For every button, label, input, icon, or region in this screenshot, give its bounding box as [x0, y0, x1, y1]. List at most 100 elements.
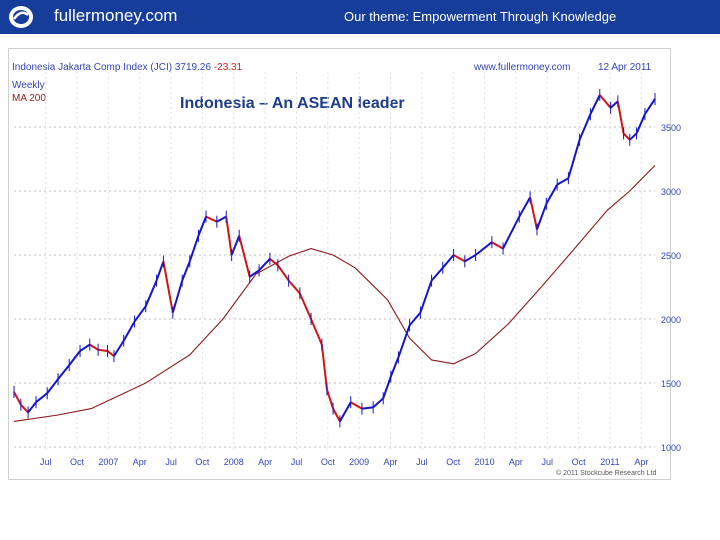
price-segment [310, 318, 323, 345]
y-tick-label: 1000 [661, 443, 681, 453]
change-value: -23.31 [213, 62, 243, 73]
price-segment [46, 378, 59, 394]
price-segment [419, 280, 433, 313]
price-segment [181, 261, 191, 281]
price-segment [277, 264, 290, 282]
x-tick-label: Oct [446, 457, 461, 467]
y-tick-label: 1500 [661, 379, 681, 389]
price-segment [453, 254, 466, 263]
price-segment [382, 376, 392, 399]
price-segment [113, 340, 125, 357]
ma-200-line [13, 165, 656, 422]
price-segment [27, 401, 37, 414]
price-segment [545, 184, 559, 205]
date-label: 12 Apr 2011 [598, 62, 652, 73]
price-segment [556, 177, 569, 186]
price-segment [20, 404, 29, 414]
x-tick-label: Apr [384, 457, 398, 467]
price-segment [529, 197, 538, 230]
price-segment [216, 215, 227, 223]
price-segment [372, 397, 384, 409]
price-segment [408, 311, 422, 327]
copyright: © 2011 Stockcube Research Ltd [556, 470, 657, 477]
period-label: Weekly [12, 80, 45, 91]
price-segment [298, 292, 312, 320]
index-header: Indonesia Jakarta Comp Index (JCI) 3719.… [12, 62, 242, 73]
price-segment [361, 406, 374, 410]
price-segment [79, 343, 91, 352]
price-segment [89, 343, 99, 351]
price-segment [491, 241, 504, 250]
x-tick-label: 2011 [600, 457, 619, 467]
price-segment [578, 113, 592, 141]
y-tick-label: 3000 [661, 187, 681, 197]
price-segment [475, 241, 493, 256]
theme-tagline: Our theme: Empowerment Through Knowledge [344, 9, 617, 24]
price-segment [188, 235, 200, 262]
price-segment [635, 113, 646, 134]
price-segment [249, 269, 260, 278]
price-segment [57, 364, 71, 380]
price-segment [599, 94, 612, 109]
x-tick-label: Oct [321, 457, 336, 467]
ma-label: MA 200 [12, 93, 46, 104]
price-segment [332, 408, 341, 422]
x-tick-label: Apr [509, 457, 523, 467]
x-tick-label: 2007 [98, 457, 118, 467]
price-segment [389, 357, 400, 377]
x-tick-label: Oct [195, 457, 210, 467]
price-segment [339, 401, 352, 422]
price-segment [442, 254, 455, 269]
x-tick-label: Oct [572, 457, 587, 467]
x-tick-label: Jul [165, 457, 177, 467]
price-segment [502, 216, 521, 250]
y-tick-label: 3500 [661, 123, 681, 133]
x-tick-label: Oct [70, 457, 85, 467]
x-tick-label: Jul [40, 457, 52, 467]
y-tick-label: 2000 [661, 315, 681, 325]
price-segment [397, 325, 411, 358]
x-tick-label: Apr [133, 457, 147, 467]
price-segment [269, 258, 279, 267]
price-segment [155, 261, 165, 281]
price-segment [122, 321, 136, 342]
x-tick-label: Jul [291, 457, 303, 467]
price-segment [622, 132, 631, 141]
price-segment [320, 344, 328, 390]
price-segment [644, 98, 656, 115]
last-value: 3719.26 [174, 62, 212, 73]
price-segment [258, 258, 271, 272]
price-segment [609, 100, 619, 109]
price-segment [205, 215, 218, 223]
y-tick-label: 2500 [661, 251, 681, 261]
x-tick-label: Jul [542, 457, 554, 467]
price-segment [287, 279, 301, 295]
price-segment [350, 401, 363, 410]
price-segment [629, 132, 638, 141]
x-tick-label: 2010 [475, 457, 495, 467]
price-segment [171, 280, 184, 313]
price-segment [35, 392, 48, 403]
price-segment [230, 235, 241, 256]
price-segment [518, 196, 531, 218]
x-tick-label: Jul [416, 457, 428, 467]
price-segment [325, 389, 335, 409]
chart-title: Indonesia – An ASEAN leader [180, 95, 405, 112]
price-segment [430, 267, 444, 282]
website-label: www.fullermoney.com [474, 62, 571, 73]
price-segment [536, 203, 548, 230]
price-segment [616, 101, 625, 134]
price-segment [225, 216, 233, 256]
fullermoney-logo-icon [9, 6, 33, 28]
price-segment [68, 350, 81, 366]
price-segment [133, 305, 147, 323]
price-segment [144, 280, 158, 307]
price-segment [97, 348, 108, 352]
site-name: fullermoney.com [54, 6, 178, 25]
x-tick-label: Apr [634, 457, 648, 467]
price-segment [589, 94, 601, 115]
index-name: Indonesia Jakarta Comp Index (JCI) [12, 62, 173, 73]
price-segment [238, 235, 251, 278]
x-tick-label: 2009 [349, 457, 369, 467]
